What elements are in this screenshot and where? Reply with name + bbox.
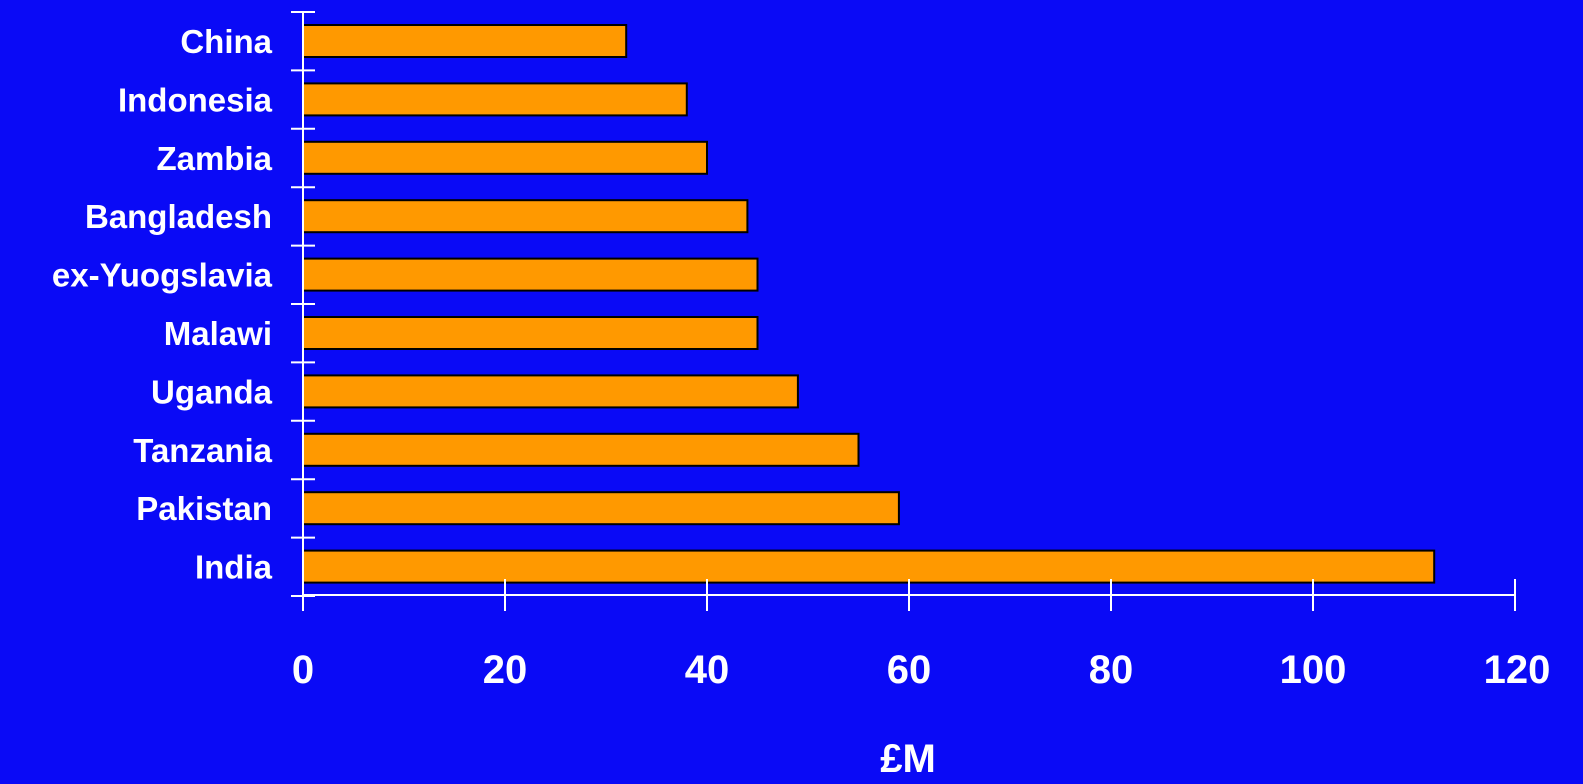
category-label: Uganda [151, 373, 273, 410]
bars-layer [302, 24, 1436, 584]
x-tick-label: 40 [685, 648, 730, 692]
category-label: Zambia [156, 140, 272, 177]
category-label: Indonesia [118, 81, 273, 118]
axes-layer [291, 11, 1516, 611]
bar-uganda [302, 374, 799, 409]
x-tick-label: 0 [292, 648, 314, 692]
category-label: Bangladesh [85, 198, 272, 235]
bar-tanzania [302, 432, 860, 467]
x-tick-label: 60 [887, 648, 932, 692]
bar-china [302, 24, 628, 58]
bar-india [302, 549, 1436, 584]
category-label: Pakistan [136, 490, 272, 527]
bar-pakistan [302, 491, 900, 526]
bar-malawi [302, 316, 759, 350]
category-label: India [195, 549, 273, 586]
bar-zambia [302, 140, 708, 175]
bar-bangladesh [302, 199, 749, 234]
x-tick-label: 20 [483, 648, 528, 692]
labels-layer: China Indonesia Zambia Bangladesh ex-Yuogsla… [52, 23, 1550, 692]
category-label: Tanzania [133, 432, 272, 469]
category-label: Malawi [164, 315, 272, 352]
x-tick-label: 100 [1280, 648, 1347, 692]
x-axis-title: £M [880, 737, 936, 781]
bar-indonesia [302, 82, 688, 117]
category-label: China [180, 23, 272, 60]
x-tick-label: 80 [1089, 648, 1134, 692]
category-label: ex-Yuogslavia [52, 257, 273, 294]
bar-ex-yuogslavia [302, 257, 759, 292]
x-tick-label: 120 [1484, 648, 1551, 692]
